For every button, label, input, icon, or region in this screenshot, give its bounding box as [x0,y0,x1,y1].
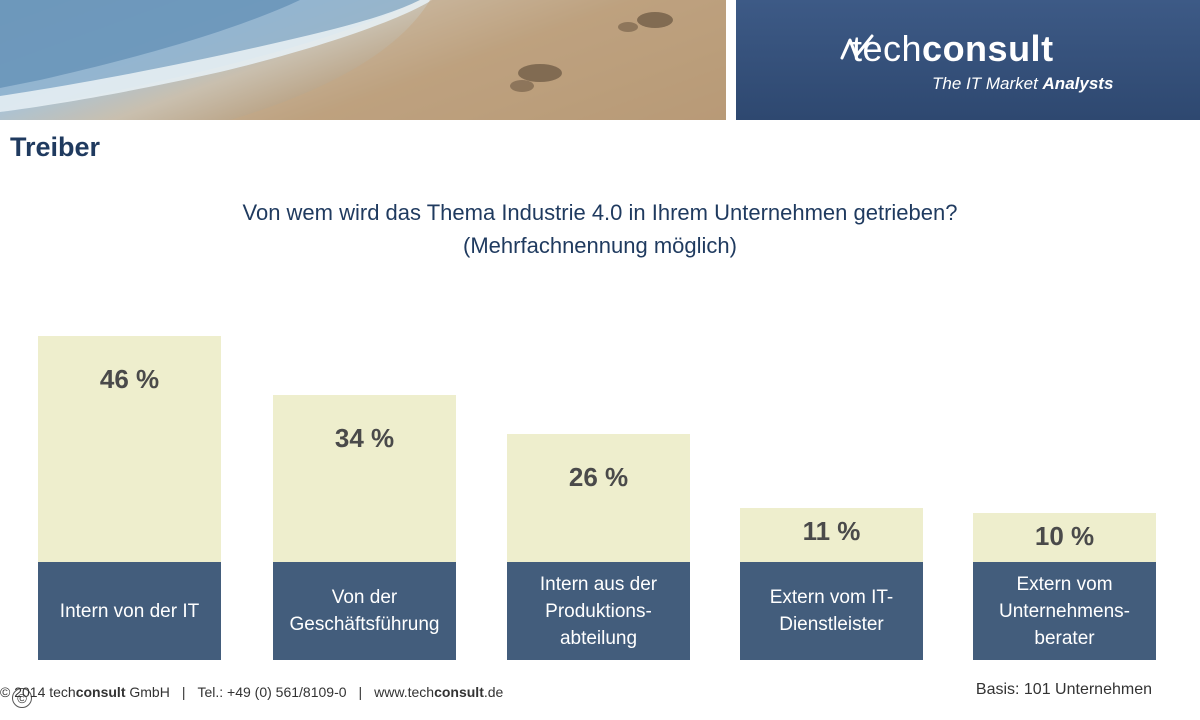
logo-wordmark-light: tech [852,28,923,69]
footer-basis: Basis: 101 Unternehmen [975,681,1152,698]
footer-separator: | [181,684,186,700]
slide-title: Treiber [10,132,101,162]
bar-category-text: Intern von der IT [59,600,200,622]
logo-tagline-light: The IT Market [932,74,1043,93]
footer-copyright-bold: consult [75,684,126,700]
footer-separator: | [358,684,363,700]
footprint [618,22,638,32]
logo-swoosh-icon [840,34,874,60]
logo-wordmark-bold: consult [922,28,1054,69]
bar-1: 46 % Intern von der IT [38,336,221,660]
bar-value-fill: 46 % [38,336,221,562]
bar-value-fill: 34 % [273,395,456,562]
bar-value-label: 26 % [568,462,629,492]
footer-website-prefix: www.tech [374,684,435,700]
bar-value-label: 10 % [1034,521,1095,551]
bar-category-text: Extern vom IT- Dienstleister [769,587,894,635]
footer-website-bold: consult [434,684,484,700]
chart-title: Von wem wird das Thema Industrie 4.0 in … [242,200,958,225]
footer-copyright-prefix: © 2014 tech [0,684,76,700]
bar-5: 10 % Extern vom Unternehmens- berater [973,513,1156,660]
bar-4: 11 % Extern vom IT- Dienstleister [740,508,923,660]
bar-value-fill: 11 % [740,508,923,562]
bar-category-text: Von der Geschäftsführung [289,587,440,635]
footer-website-suffix: .de [483,684,504,700]
bar-category-label: Von der Geschäftsführung [273,562,456,660]
footprint [518,64,562,82]
beach-photo-illustration [0,0,726,120]
bar-category-label: Intern von der IT [38,562,221,660]
bar-category-label: Extern vom IT- Dienstleister [740,562,923,660]
logo-tagline-bold: Analysts [1042,74,1114,93]
techconsult-logo-banner: techconsult The IT Market Analysts [736,0,1200,120]
footer-phone: Tel.: +49 (0) 561/8109-0 [197,684,347,700]
logo-tagline: The IT Market Analysts [932,74,1113,94]
copyright-icon: © [12,688,32,708]
footer-contact: © 2014 techconsult GmbH | Tel.: +49 (0) 56… [0,684,503,700]
bar-3: 26 % Intern aus der Produktions- abteilun… [507,434,690,660]
bar-value-fill: 10 % [973,513,1156,562]
footprint [510,80,534,92]
bar-2: 34 % Von der Geschäftsführung [273,395,456,660]
footer-copyright-suffix: GmbH [125,684,170,700]
logo-wordmark: techconsult [852,28,1054,70]
bar-category-label: Extern vom Unternehmens- berater [973,562,1156,660]
bar-value-label: 46 % [99,364,160,394]
bar-value-fill: 26 % [507,434,690,562]
bar-category-text: Extern vom Unternehmens- berater [999,573,1130,649]
bar-value-label: 34 % [334,423,395,453]
beach-photo [0,0,726,120]
bar-category-text: Intern aus der Produktions- abteilung [539,573,658,649]
footer-website[interactable]: www.techconsult.de [374,684,503,700]
bar-value-label: 11 % [802,516,861,546]
chart-subtitle: (Mehrfachnennung möglich) [463,233,737,258]
bar-category-label: Intern aus der Produktions- abteilung [507,562,690,660]
footprint [637,12,673,28]
chart-question: Von wem wird das Thema Industrie 4.0 in … [0,196,1200,262]
